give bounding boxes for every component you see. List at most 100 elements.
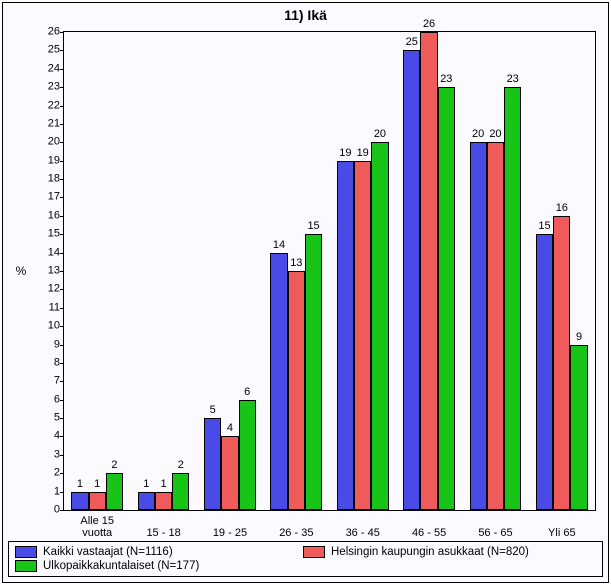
bar-value-label: 23 (507, 74, 519, 85)
y-tick-label: 23 (36, 82, 60, 93)
bar (305, 234, 322, 510)
y-tick-mark (60, 197, 64, 198)
y-tick-label: 24 (36, 63, 60, 74)
bar (337, 161, 354, 510)
bar (371, 142, 388, 510)
legend-label: Kaikki vastaajat (N=1116) (43, 546, 173, 558)
y-tick-label: 19 (36, 155, 60, 166)
y-tick-label: 2 (36, 468, 60, 479)
y-tick-label: 16 (36, 210, 60, 221)
bar-value-label: 25 (406, 37, 418, 48)
bar-value-label: 13 (290, 258, 302, 269)
y-tick-mark (60, 142, 64, 143)
y-tick-label: 17 (36, 192, 60, 203)
y-tick-mark (60, 234, 64, 235)
y-tick-mark (60, 308, 64, 309)
bar-value-label: 16 (556, 203, 568, 214)
y-tick-mark (60, 345, 64, 346)
y-tick-label: 4 (36, 431, 60, 442)
bar (89, 492, 106, 510)
y-tick-label: 14 (36, 247, 60, 258)
y-tick-label: 20 (36, 137, 60, 148)
y-tick-label: 6 (36, 394, 60, 405)
x-tick-label: 26 - 35 (263, 527, 329, 540)
bar-value-label: 5 (210, 405, 216, 416)
y-tick-label: 3 (36, 449, 60, 460)
bar-value-label: 1 (161, 479, 167, 490)
bar-value-label: 23 (440, 74, 452, 85)
y-tick-mark (60, 216, 64, 217)
bar (438, 87, 455, 510)
bar-value-label: 1 (94, 479, 100, 490)
y-tick-mark (60, 32, 64, 33)
y-tick-mark (60, 436, 64, 437)
y-tick-mark (60, 326, 64, 327)
chart-panel: 11) Ikä % 012345678910111213141516171819… (2, 2, 609, 583)
y-tick-mark (60, 179, 64, 180)
legend-item: Ulkopaikkakuntalaiset (N=177) (15, 560, 285, 572)
y-tick-mark (60, 418, 64, 419)
legend-item: Kaikki vastaajat (N=1116) (15, 546, 285, 558)
y-tick-label: 9 (36, 339, 60, 350)
bar-value-label: 20 (374, 129, 386, 140)
bar-value-label: 9 (576, 332, 582, 343)
x-tick-label: 19 - 25 (197, 527, 263, 540)
x-tick-label: Alle 15vuotta (64, 515, 130, 540)
y-tick-mark (60, 510, 64, 511)
bar-value-label: 15 (538, 221, 550, 232)
legend-row: Kaikki vastaajat (N=1116) Helsingin kaupu… (15, 546, 596, 574)
bar (354, 161, 371, 510)
bar (204, 418, 221, 510)
bar (221, 436, 238, 510)
bar-value-label: 6 (244, 387, 250, 398)
bar-value-label: 19 (357, 148, 369, 159)
y-tick-mark (60, 161, 64, 162)
bar (71, 492, 88, 510)
y-tick-label: 7 (36, 376, 60, 387)
bar-value-label: 2 (111, 460, 117, 471)
y-tick-label: 1 (36, 486, 60, 497)
legend-swatch (303, 546, 325, 558)
y-tick-label: 22 (36, 100, 60, 111)
y-tick-label: 8 (36, 357, 60, 368)
y-tick-label: 18 (36, 174, 60, 185)
y-tick-mark (60, 381, 64, 382)
bar-value-label: 19 (339, 148, 351, 159)
x-tick-label: 15 - 18 (130, 527, 196, 540)
bar (155, 492, 172, 510)
chart-title: 11) Ikä (3, 7, 608, 23)
bar (106, 473, 123, 510)
chart-container: 11) Ikä % 012345678910111213141516171819… (0, 0, 611, 585)
bar-value-label: 2 (178, 460, 184, 471)
legend: Kaikki vastaajat (N=1116) Helsingin kaupu… (8, 541, 603, 577)
legend-item: Helsingin kaupungin asukkaat (N=820) (303, 546, 573, 558)
bar-value-label: 14 (273, 240, 285, 251)
y-tick-label: 26 (36, 27, 60, 38)
y-tick-mark (60, 363, 64, 364)
y-tick-mark (60, 253, 64, 254)
legend-label: Ulkopaikkakuntalaiset (N=177) (43, 560, 199, 572)
bar (138, 492, 155, 510)
bar (239, 400, 256, 510)
bar-value-label: 4 (227, 423, 233, 434)
y-tick-mark (60, 69, 64, 70)
y-tick-label: 25 (36, 45, 60, 56)
x-tick-label: 56 - 65 (462, 527, 528, 540)
bar-value-label: 1 (143, 479, 149, 490)
y-tick-mark (60, 289, 64, 290)
y-tick-label: 12 (36, 284, 60, 295)
x-tick-label: 36 - 45 (330, 527, 396, 540)
y-tick-label: 10 (36, 321, 60, 332)
y-tick-mark (60, 271, 64, 272)
bar-value-label: 20 (472, 129, 484, 140)
bar (172, 473, 189, 510)
bar (504, 87, 521, 510)
bar (420, 32, 437, 510)
bar-value-label: 1 (77, 479, 83, 490)
y-axis-label: % (13, 31, 29, 511)
y-tick-mark (60, 492, 64, 493)
y-tick-mark (60, 50, 64, 51)
bar (570, 345, 587, 510)
y-tick-label: 11 (36, 302, 60, 313)
y-tick-mark (60, 400, 64, 401)
